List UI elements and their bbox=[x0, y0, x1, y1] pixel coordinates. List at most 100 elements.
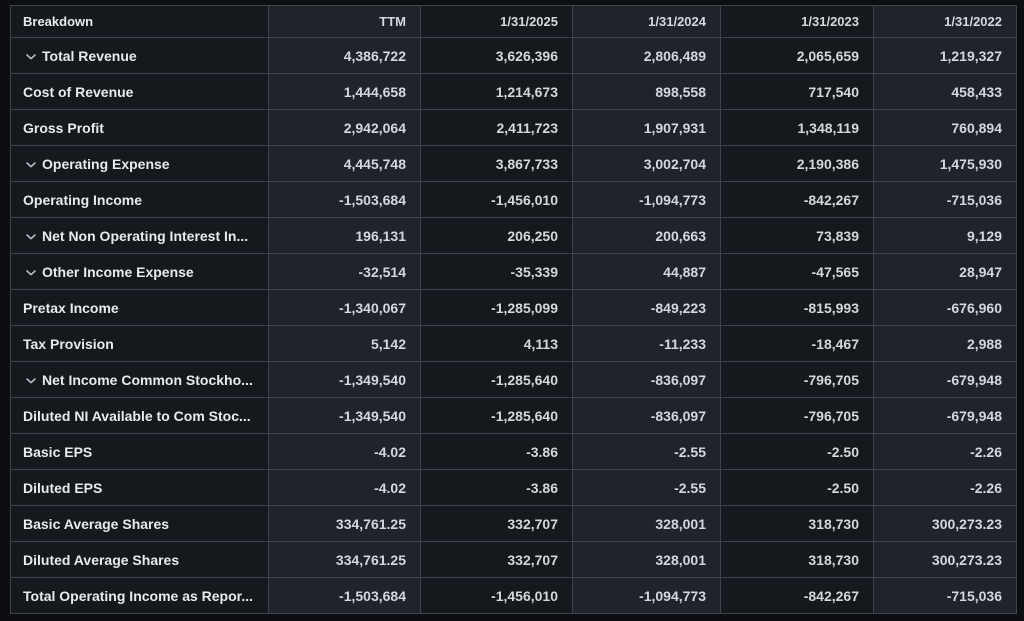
value-cell: 334,761.25 bbox=[268, 541, 421, 578]
value-cell: 2,942,064 bbox=[268, 109, 421, 146]
value-cell: -1,503,684 bbox=[268, 577, 421, 614]
value-cell: 898,558 bbox=[572, 73, 721, 110]
value-cell: -679,948 bbox=[873, 397, 1017, 434]
row-label-cell: Diluted EPS bbox=[10, 469, 269, 506]
table-row: Operating Income -1,503,684 -1,456,010 -1,0… bbox=[10, 181, 1017, 218]
value-cell: 332,707 bbox=[420, 505, 573, 542]
value-cell: 1,219,327 bbox=[873, 37, 1017, 74]
row-label-cell: Tax Provision bbox=[10, 325, 269, 362]
value-cell: 200,663 bbox=[572, 217, 721, 254]
row-label: Other Income Expense bbox=[42, 263, 194, 280]
value-cell: -35,339 bbox=[420, 253, 573, 290]
table-row: Net Non Operating Interest In... 196,131 2… bbox=[10, 217, 1017, 254]
value-cell: -1,094,773 bbox=[572, 577, 721, 614]
value-cell: 9,129 bbox=[873, 217, 1017, 254]
table-row: Net Income Common Stockho... -1,349,540 -1… bbox=[10, 361, 1017, 398]
value-cell: -1,094,773 bbox=[572, 181, 721, 218]
value-cell: 196,131 bbox=[268, 217, 421, 254]
row-label-cell[interactable]: Net Non Operating Interest In... bbox=[10, 217, 269, 254]
row-label: Pretax Income bbox=[23, 299, 119, 316]
chevron-down-icon[interactable] bbox=[26, 269, 36, 276]
row-label: Basic Average Shares bbox=[23, 515, 170, 532]
income-statement-table: Breakdown TTM 1/31/2025 1/31/2024 1/31/2… bbox=[10, 5, 1017, 614]
value-cell: -2.50 bbox=[720, 469, 874, 506]
value-cell: -2.55 bbox=[572, 433, 721, 470]
row-label-cell[interactable]: Total Revenue bbox=[10, 37, 269, 74]
row-label-cell: Cost of Revenue bbox=[10, 73, 269, 110]
column-header-1-31-2024: 1/31/2024 bbox=[572, 5, 721, 38]
value-cell: 3,002,704 bbox=[572, 145, 721, 182]
value-cell: 44,887 bbox=[572, 253, 721, 290]
table-row: Tax Provision 5,142 4,113 -11,233 -18,467 2,9… bbox=[10, 325, 1017, 362]
row-label: Operating Expense bbox=[42, 155, 170, 172]
table-row: Basic EPS -4.02 -3.86 -2.55 -2.50 -2.26 bbox=[10, 433, 1017, 470]
value-cell: 328,001 bbox=[572, 505, 721, 542]
value-cell: -715,036 bbox=[873, 577, 1017, 614]
value-cell: -32,514 bbox=[268, 253, 421, 290]
value-cell: 1,348,119 bbox=[720, 109, 874, 146]
value-cell: 73,839 bbox=[720, 217, 874, 254]
value-cell: 1,214,673 bbox=[420, 73, 573, 110]
value-cell: 4,445,748 bbox=[268, 145, 421, 182]
table-row: Diluted EPS -4.02 -3.86 -2.55 -2.50 -2.26 bbox=[10, 469, 1017, 506]
table-row: Total Revenue 4,386,722 3,626,396 2,806,489… bbox=[10, 37, 1017, 74]
value-cell: -842,267 bbox=[720, 577, 874, 614]
value-cell: -676,960 bbox=[873, 289, 1017, 326]
value-cell: 3,626,396 bbox=[420, 37, 573, 74]
table-row: Gross Profit 2,942,064 2,411,723 1,907,931 1… bbox=[10, 109, 1017, 146]
value-cell: -1,340,067 bbox=[268, 289, 421, 326]
row-label-cell[interactable]: Other Income Expense bbox=[10, 253, 269, 290]
value-cell: 2,065,659 bbox=[720, 37, 874, 74]
value-cell: -2.55 bbox=[572, 469, 721, 506]
value-cell: 2,806,489 bbox=[572, 37, 721, 74]
row-label: Tax Provision bbox=[23, 335, 114, 352]
value-cell: -1,285,099 bbox=[420, 289, 573, 326]
table-row: Pretax Income -1,340,067 -1,285,099 -849,22… bbox=[10, 289, 1017, 326]
column-header-1-31-2022: 1/31/2022 bbox=[873, 5, 1017, 38]
value-cell: 318,730 bbox=[720, 541, 874, 578]
table-row: Operating Expense 4,445,748 3,867,733 3,002… bbox=[10, 145, 1017, 182]
value-cell: -4.02 bbox=[268, 433, 421, 470]
row-label-cell[interactable]: Net Income Common Stockho... bbox=[10, 361, 269, 398]
value-cell: -842,267 bbox=[720, 181, 874, 218]
value-cell: -1,503,684 bbox=[268, 181, 421, 218]
table-body: Total Revenue 4,386,722 3,626,396 2,806,489… bbox=[10, 37, 1017, 614]
row-label: Net Income Common Stockho... bbox=[42, 371, 253, 388]
value-cell: 5,142 bbox=[268, 325, 421, 362]
value-cell: 760,894 bbox=[873, 109, 1017, 146]
value-cell: 300,273.23 bbox=[873, 505, 1017, 542]
financials-table-wrap: Breakdown TTM 1/31/2025 1/31/2024 1/31/2… bbox=[10, 5, 1017, 614]
value-cell: 2,988 bbox=[873, 325, 1017, 362]
value-cell: -2.50 bbox=[720, 433, 874, 470]
value-cell: -1,456,010 bbox=[420, 181, 573, 218]
column-header-1-31-2023: 1/31/2023 bbox=[720, 5, 874, 38]
value-cell: -3.86 bbox=[420, 433, 573, 470]
value-cell: -1,456,010 bbox=[420, 577, 573, 614]
value-cell: -796,705 bbox=[720, 397, 874, 434]
value-cell: 300,273.23 bbox=[873, 541, 1017, 578]
value-cell: -1,349,540 bbox=[268, 397, 421, 434]
row-label-cell[interactable]: Operating Expense bbox=[10, 145, 269, 182]
row-label-cell: Pretax Income bbox=[10, 289, 269, 326]
row-label-cell: Basic Average Shares bbox=[10, 505, 269, 542]
value-cell: 458,433 bbox=[873, 73, 1017, 110]
chevron-down-icon[interactable] bbox=[26, 233, 36, 240]
chevron-down-icon[interactable] bbox=[26, 53, 36, 60]
value-cell: 328,001 bbox=[572, 541, 721, 578]
value-cell: -11,233 bbox=[572, 325, 721, 362]
value-cell: -47,565 bbox=[720, 253, 874, 290]
row-label-cell: Gross Profit bbox=[10, 109, 269, 146]
row-label: Diluted EPS bbox=[23, 479, 103, 496]
value-cell: -836,097 bbox=[572, 361, 721, 398]
value-cell: -1,285,640 bbox=[420, 397, 573, 434]
chevron-down-icon[interactable] bbox=[26, 161, 36, 168]
table-row: Total Operating Income as Repor... -1,503… bbox=[10, 577, 1017, 614]
value-cell: 334,761.25 bbox=[268, 505, 421, 542]
row-label-cell: Diluted Average Shares bbox=[10, 541, 269, 578]
value-cell: -2.26 bbox=[873, 433, 1017, 470]
value-cell: -1,285,640 bbox=[420, 361, 573, 398]
row-label: Net Non Operating Interest In... bbox=[42, 227, 249, 244]
chevron-down-icon[interactable] bbox=[26, 377, 36, 384]
value-cell: -679,948 bbox=[873, 361, 1017, 398]
value-cell: 2,190,386 bbox=[720, 145, 874, 182]
